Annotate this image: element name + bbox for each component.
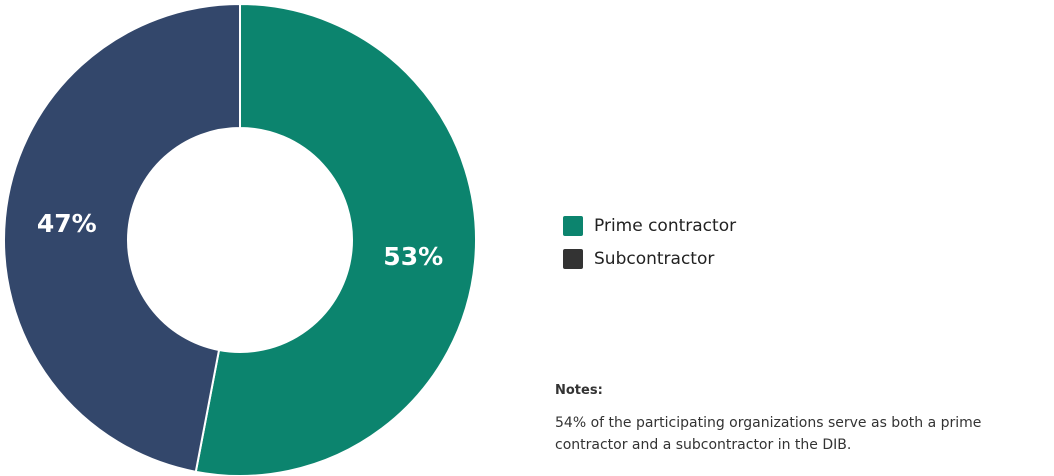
- slice-prime-contractor: [194, 2, 477, 476]
- legend-label-prime-contractor: Prime contractor: [594, 216, 737, 236]
- slice-label-subcontractor: 47%: [37, 209, 97, 238]
- donut-chart: 53% 47%: [3, 2, 477, 476]
- notes: Notes: 54% of the participating organiza…: [555, 383, 1050, 456]
- legend-swatch-prime-contractor: [563, 216, 583, 236]
- notes-title: Notes:: [555, 383, 603, 398]
- legend-label-subcontractor: Subcontractor: [594, 249, 715, 269]
- slice-label-prime-contractor: 53%: [383, 242, 443, 271]
- notes-text: 54% of the participating organizations s…: [555, 415, 982, 453]
- legend-item-subcontractor: Subcontractor: [563, 246, 736, 272]
- slice-subcontractor: [3, 2, 241, 473]
- legend-swatch-subcontractor: [563, 249, 583, 269]
- legend-item-prime-contractor: Prime contractor: [563, 213, 736, 239]
- legend: Prime contractor Subcontractor: [563, 213, 736, 279]
